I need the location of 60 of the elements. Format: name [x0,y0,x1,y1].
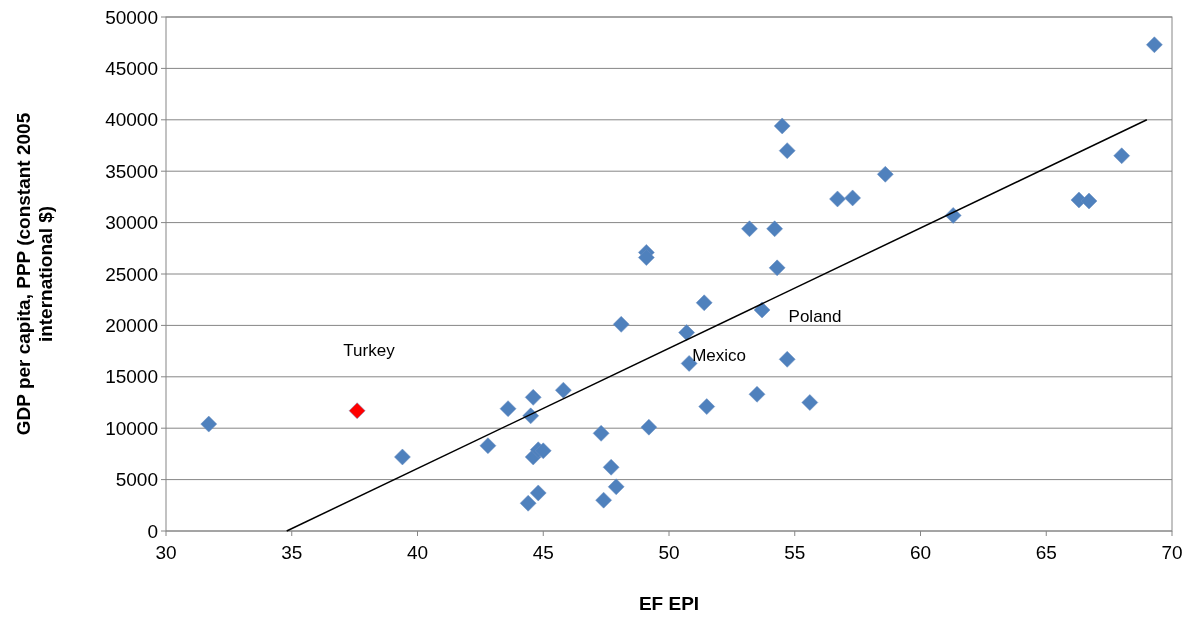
point [778,351,796,368]
y-tick-label: 35000 [105,160,158,182]
x-tick-label: 45 [532,542,554,563]
point [519,494,537,512]
point [394,448,411,466]
y-tick-label: 10000 [105,417,158,439]
x-tick-label: 70 [1161,542,1183,563]
point [607,478,625,496]
point [200,415,217,433]
x-tick-label: 35 [281,542,303,563]
point [741,220,758,238]
point [602,459,620,476]
point [529,484,547,502]
y-tick-label: 50000 [105,6,158,28]
point [844,189,861,207]
point [766,220,783,238]
point [555,381,572,399]
annotation: Mexico [692,346,747,366]
annotation: Poland [788,306,842,326]
x-tick-label: 50 [658,542,680,563]
annotation: Turkey [343,340,396,360]
x-tick-label: 65 [1035,542,1057,563]
x-axis-title: EF EPI [638,593,700,614]
point [479,437,497,454]
point [801,394,819,411]
y-tick-label: 0 [147,520,158,542]
y-tick-label: 30000 [105,212,158,234]
point [524,389,542,406]
point [499,400,517,417]
point [768,259,786,277]
point [778,142,796,159]
y-tick-label: 25000 [105,263,158,285]
point [1146,36,1163,54]
y-tick-label: 45000 [105,58,158,80]
point [612,316,630,333]
point [638,249,655,266]
point [535,442,552,460]
point [592,425,610,442]
x-tick-label: 55 [784,542,806,563]
point [695,294,713,312]
point [348,402,366,419]
x-tick-label: 30 [155,542,177,563]
x-tick-label: 40 [406,542,429,563]
point [877,166,894,183]
point [595,491,612,509]
point [1080,192,1098,210]
y-tick-label: 20000 [105,315,158,337]
y-tick-label: 40000 [105,109,158,131]
point [1113,147,1130,165]
point [698,398,715,415]
point [773,117,791,135]
y-tick-label: 5000 [115,469,158,491]
x-tick-label: 60 [909,542,932,563]
point [748,386,766,403]
point [829,190,846,208]
y-axis-title: GDP per capita, PPP (constant 2005 international $) [13,112,56,436]
point [640,418,658,436]
point [678,324,695,341]
y-tick-label: 15000 [105,366,158,388]
point [753,301,771,319]
